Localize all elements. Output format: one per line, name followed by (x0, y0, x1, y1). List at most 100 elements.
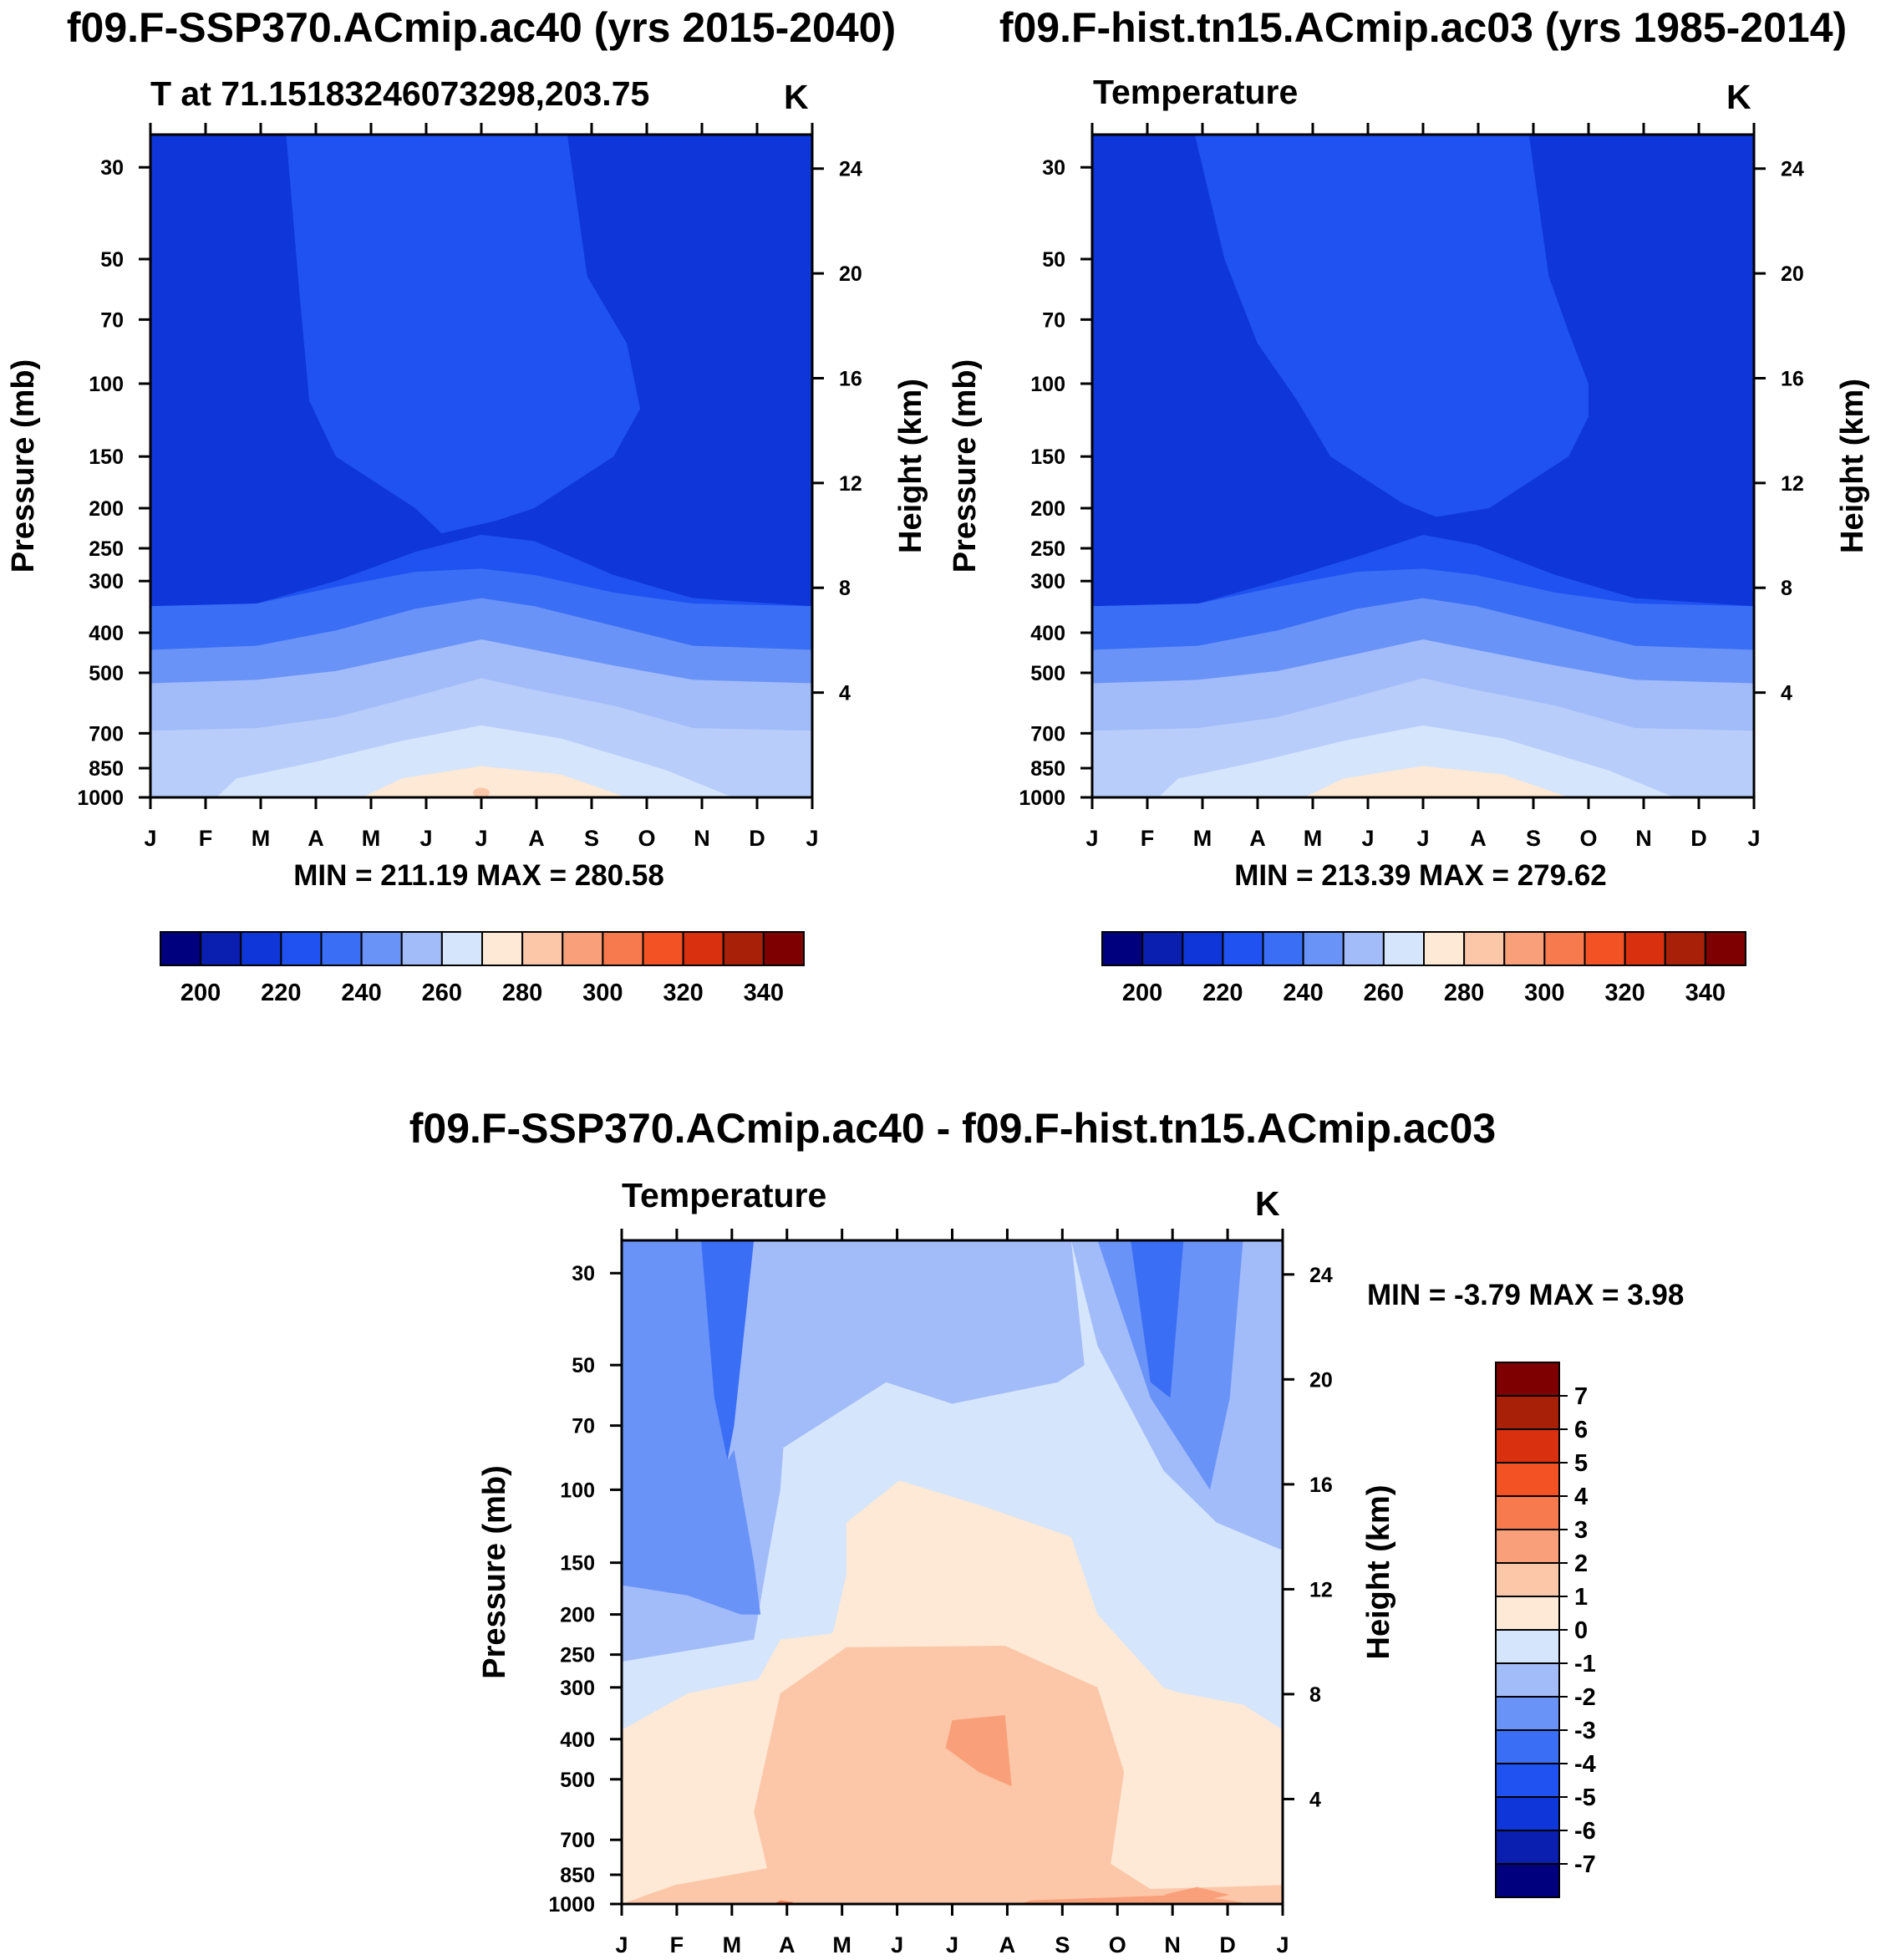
field-band (767, 1240, 1085, 1450)
field-band (1131, 1240, 1184, 1398)
colorbar-label: 280 (1444, 980, 1484, 1006)
colorbar-label: 320 (663, 980, 703, 1006)
y-right-tick-label: 12 (839, 472, 862, 496)
colorbar-box (1624, 931, 1666, 966)
x-tick-label: M (1304, 826, 1323, 851)
colorbar-box (1543, 931, 1586, 966)
colorbar-label: 320 (1604, 980, 1645, 1006)
colorbar: 7 6 5 4 3 2 1 0 -1 -2 -3 -4 -5 -6 -7 (1495, 1362, 1596, 1898)
field-band (945, 1715, 1012, 1787)
colorbar-box (1382, 931, 1425, 966)
x-tick-label: M (723, 1932, 742, 1957)
field-band (1092, 725, 1754, 797)
x-tick-label: A (999, 1932, 1016, 1957)
field-band (622, 1240, 761, 1615)
field-band (622, 1240, 655, 1537)
x-tick-label: N (1635, 826, 1652, 851)
colorbar-box (1302, 931, 1345, 966)
x-tick-label: O (1579, 826, 1597, 851)
colorbar-box (1495, 1462, 1560, 1497)
colorbar-label: 6 (1574, 1417, 1588, 1443)
y-right-tick-label: 4 (1781, 682, 1792, 705)
colorbar-box (1495, 1662, 1560, 1698)
y-right-axis-label: Height (km) (893, 379, 928, 553)
x-tick-label: A (528, 826, 545, 851)
y-tick-label: 30 (572, 1262, 595, 1285)
colorbar-label: 220 (1202, 980, 1243, 1006)
y-tick-label: 300 (560, 1677, 595, 1700)
colorbar: 200 220 240 260 280 300 320 340 (160, 931, 805, 1006)
x-tick-label: N (1164, 1932, 1181, 1957)
y-tick-label: 70 (1042, 308, 1065, 332)
x-tick-label: J (615, 1932, 628, 1957)
plot-ssp370: J F M A M J J A S O N D J 30 50 70 100 150 200 250 300 400 500… (6, 123, 928, 1006)
colorbar-label: 2 (1574, 1550, 1588, 1577)
colorbar-label: 260 (1364, 980, 1404, 1006)
x-tick-label: J (806, 826, 818, 851)
y-tick-label: 200 (1030, 497, 1065, 521)
field-band (473, 787, 490, 798)
colorbar-box (762, 931, 805, 966)
colorbar-box (1495, 1830, 1560, 1865)
panel-title-hist: f09.F-hist.tn15.ACmip.ac03 (yrs 1985-201… (999, 4, 1848, 51)
x-tick-label: J (946, 1932, 958, 1957)
colorbar-box (1495, 1629, 1560, 1664)
x-tick-label: J (419, 826, 432, 851)
colorbar-label: -2 (1574, 1684, 1596, 1711)
colorbar-box (1495, 1763, 1560, 1798)
x-tick-label: F (1141, 826, 1155, 851)
y-right-tick-label: 20 (839, 262, 862, 286)
colorbar-box (1495, 1696, 1560, 1731)
colorbar-label: 220 (261, 980, 301, 1006)
colorbar-box (642, 931, 684, 966)
colorbar-box (562, 931, 604, 966)
x-tick-label: J (1747, 826, 1760, 851)
field-band (150, 766, 812, 797)
x-tick-label: S (584, 826, 599, 851)
y-tick-label: 850 (89, 757, 124, 781)
x-tick-label: S (1526, 826, 1541, 851)
colorbar-box (320, 931, 363, 966)
colorbar-label: -3 (1574, 1718, 1596, 1744)
y-tick-label: 300 (1030, 570, 1065, 593)
units-hist: K (1726, 78, 1751, 116)
colorbar-label: -4 (1574, 1751, 1596, 1778)
subtitle-diff: Temperature (622, 1176, 827, 1214)
colorbar-box (1222, 931, 1264, 966)
y-tick-label: 250 (89, 537, 124, 561)
x-tick-label: M (362, 826, 381, 851)
colorbar-box (160, 931, 202, 966)
y-right-tick-label: 12 (1309, 1578, 1333, 1601)
x-tick-label: O (638, 826, 655, 851)
colorbar-box (1495, 1562, 1560, 1597)
field-band (1092, 766, 1754, 797)
y-right-tick-label: 24 (1309, 1264, 1333, 1287)
colorbar-label: 3 (1574, 1517, 1588, 1544)
x-tick-label: D (1219, 1932, 1236, 1957)
field-band (1163, 1886, 1230, 1902)
y-tick-label: 50 (100, 248, 124, 272)
y-right-tick-label: 8 (1309, 1683, 1321, 1707)
x-tick-label: N (694, 826, 710, 851)
colorbar-box (240, 931, 282, 966)
colorbar-label: 300 (1524, 980, 1564, 1006)
colorbar-label: 0 (1574, 1617, 1588, 1644)
colorbar-box (1101, 931, 1144, 966)
subtitle-hist: Temperature (1093, 73, 1299, 111)
units-ssp370: K (784, 78, 809, 116)
colorbar-box (400, 931, 443, 966)
colorbar-box (1495, 1362, 1560, 1397)
colorbar-label: 300 (582, 980, 623, 1006)
colorbar-label: 340 (744, 980, 784, 1006)
y-tick-label: 100 (560, 1479, 595, 1502)
y-axis-label: Pressure (mb) (6, 359, 41, 573)
colorbar-box (200, 931, 242, 966)
y-tick-label: 300 (89, 570, 124, 593)
y-tick-label: 250 (560, 1644, 595, 1667)
x-tick-label: D (749, 826, 765, 851)
y-right-tick-label: 20 (1781, 262, 1804, 286)
y-tick-label: 850 (1030, 757, 1065, 781)
y-right-tick-label: 4 (839, 682, 851, 705)
colorbar-label: 4 (1574, 1484, 1588, 1510)
y-right-tick-label: 8 (1781, 577, 1792, 600)
